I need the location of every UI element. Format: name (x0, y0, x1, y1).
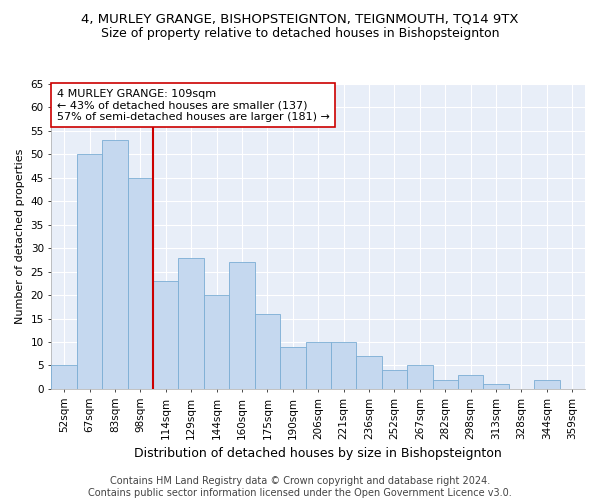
Bar (102, 140, 128, 389)
Bar (407, 366, 433, 389)
Bar (305, 342, 331, 389)
Bar (255, 314, 280, 389)
Bar (204, 295, 229, 389)
Bar (433, 380, 458, 389)
Y-axis label: Number of detached properties: Number of detached properties (15, 149, 25, 324)
Bar (153, 281, 178, 389)
Bar (382, 370, 407, 389)
Bar (128, 178, 153, 389)
Bar (52, 366, 77, 389)
Bar (77, 154, 102, 389)
Text: 4, MURLEY GRANGE, BISHOPSTEIGNTON, TEIGNMOUTH, TQ14 9TX: 4, MURLEY GRANGE, BISHOPSTEIGNTON, TEIGN… (81, 12, 519, 26)
Text: Size of property relative to detached houses in Bishopsteignton: Size of property relative to detached ho… (101, 28, 499, 40)
X-axis label: Distribution of detached houses by size in Bishopsteignton: Distribution of detached houses by size … (134, 447, 502, 460)
Bar (534, 380, 560, 389)
Text: Contains HM Land Registry data © Crown copyright and database right 2024.
Contai: Contains HM Land Registry data © Crown c… (88, 476, 512, 498)
Bar (458, 375, 484, 389)
Bar (280, 346, 305, 389)
Bar (178, 258, 204, 389)
Bar (484, 384, 509, 389)
Bar (356, 356, 382, 389)
Bar (331, 342, 356, 389)
Bar (229, 262, 255, 389)
Text: 4 MURLEY GRANGE: 109sqm
← 43% of detached houses are smaller (137)
57% of semi-d: 4 MURLEY GRANGE: 109sqm ← 43% of detache… (57, 88, 329, 122)
